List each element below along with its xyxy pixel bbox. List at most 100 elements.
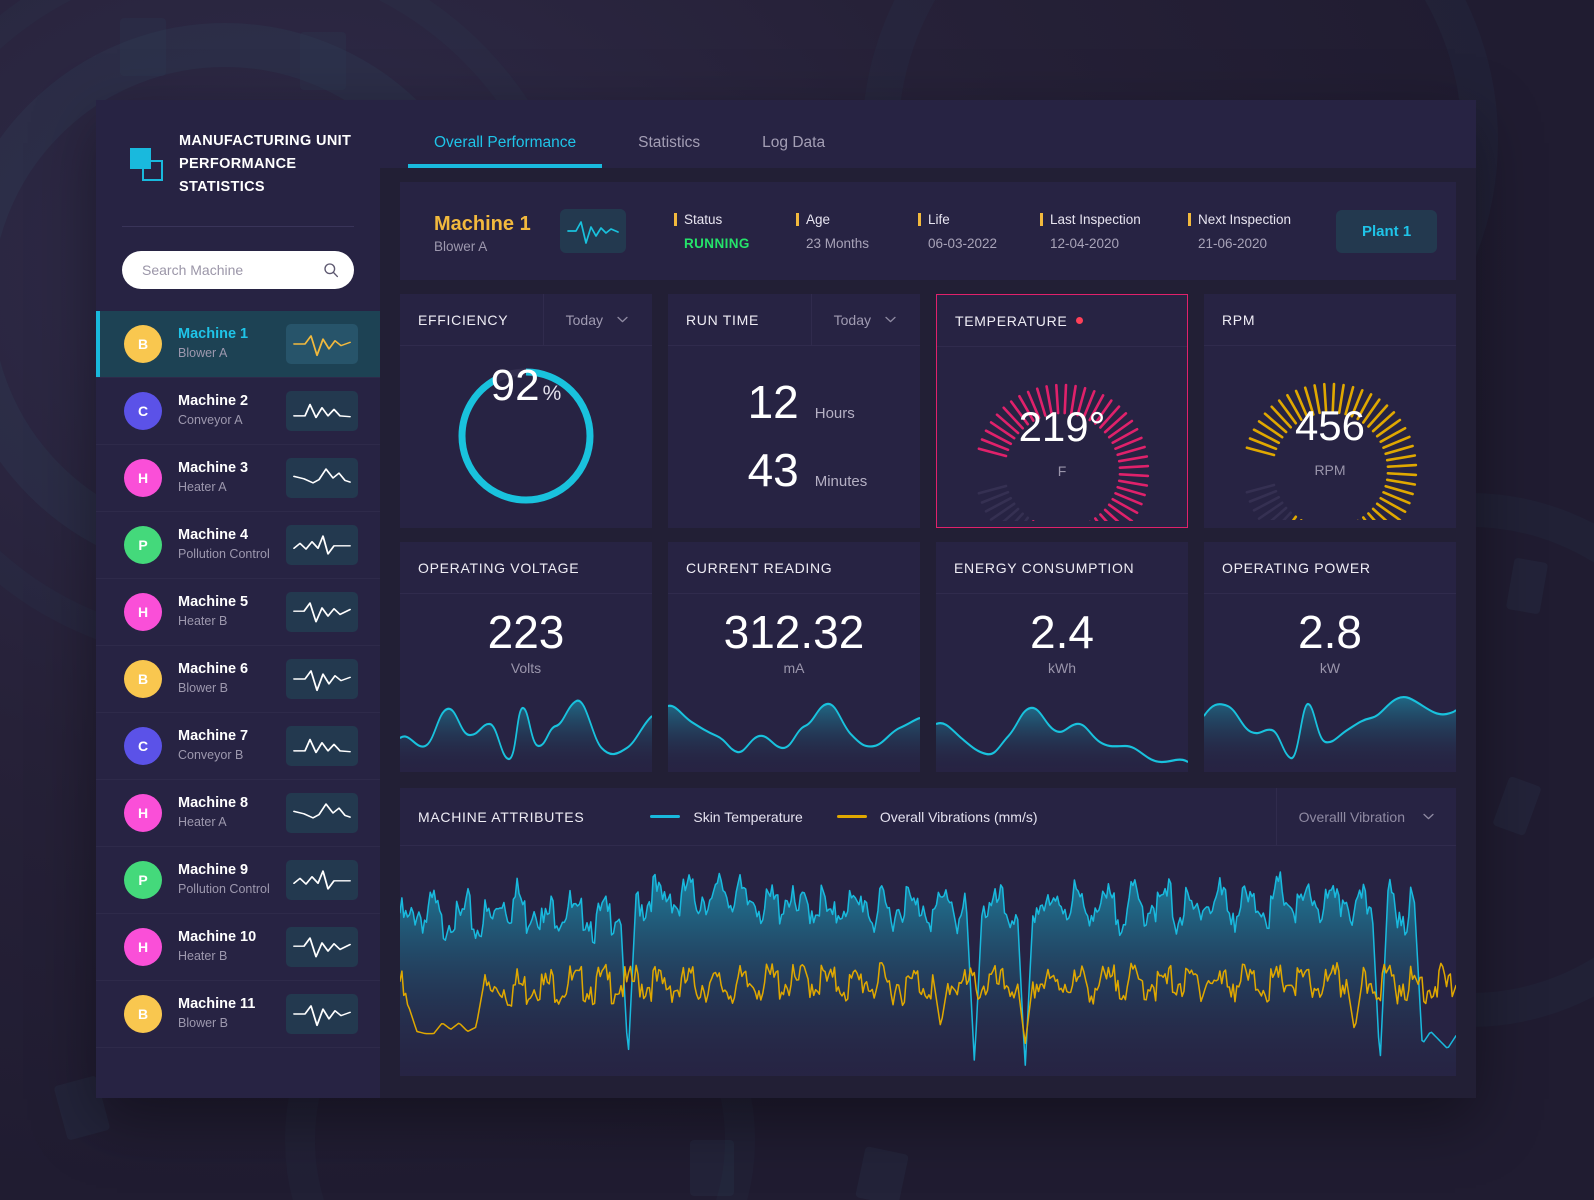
temperature-card-header: TEMPERATURE <box>937 295 1187 347</box>
machine-stat-label: Life <box>918 212 1040 227</box>
run-time-card-header: RUN TIME Today <box>668 294 920 346</box>
efficiency-card-header: EFFICIENCY Today <box>400 294 652 346</box>
machine-sparkline-icon <box>286 926 358 967</box>
operating-voltage-body: 223 Volts <box>400 594 652 772</box>
machine-header: Machine 1 Blower A Status RUNNING Age 23 Mo… <box>400 182 1456 280</box>
tab-overall-performance[interactable]: Overall Performance <box>408 134 603 168</box>
legend-swatch <box>836 815 867 818</box>
machine-attributes-plot <box>400 846 1456 1076</box>
legend-swatch <box>650 815 681 818</box>
rpm-card: RPM 456 RPM <box>1204 294 1456 558</box>
tab-statistics[interactable]: Statistics <box>638 134 701 151</box>
operating-voltage-card-title: OPERATING VOLTAGE <box>418 559 580 576</box>
rpm-value: 456 <box>1294 402 1366 449</box>
machine-stat-label: Last Inspection <box>1040 212 1188 227</box>
machine-sparkline-icon <box>286 859 358 900</box>
current-reading-card-title: CURRENT READING <box>686 559 833 576</box>
machine-list-item[interactable]: H Machine 3 Heater A <box>96 445 380 512</box>
search-box[interactable] <box>122 250 354 289</box>
efficiency-donut-gauge: 92 % <box>451 361 601 511</box>
run-time-period-dropdown[interactable]: Today <box>810 294 902 345</box>
efficiency-value-group: 92 % <box>451 361 601 511</box>
current-reading-card-header: CURRENT READING <box>668 542 920 594</box>
machine-list-item[interactable]: B Machine 6 Blower B <box>96 646 380 713</box>
efficiency-card: EFFICIENCY Today <box>400 294 652 528</box>
run-time-minutes-unit: Minutes <box>814 473 868 490</box>
machine-sparkline-icon <box>286 792 358 833</box>
machine-avatar-letter: C <box>137 402 149 419</box>
machine-avatar: C <box>124 726 162 765</box>
machine-sparkline-icon <box>286 323 358 364</box>
machine-stat-status: Status RUNNING <box>674 212 796 251</box>
operating-voltage-sparkline <box>400 676 652 772</box>
machine-type: Conveyor B <box>178 748 244 763</box>
search-input[interactable] <box>142 261 323 278</box>
rpm-card-header: RPM <box>1204 294 1456 346</box>
machine-info: Machine 10 Heater B <box>178 928 270 966</box>
machine-avatar: B <box>124 324 162 363</box>
run-time-hours: 12 <box>747 376 799 428</box>
machine-list-item[interactable]: C Machine 2 Conveyor A <box>96 378 380 445</box>
machine-stat-next-inspection: Next Inspection 21-06-2020 <box>1188 212 1336 251</box>
operating-power-sparkline <box>1204 676 1456 772</box>
machine-list-item[interactable]: B Machine 1 Blower A <box>96 310 380 378</box>
machine-name: Machine 4 <box>178 526 249 543</box>
search-icon[interactable] <box>323 262 339 278</box>
plant-badge[interactable]: Plant 1 <box>1336 209 1438 253</box>
efficiency-unit: % <box>542 382 562 405</box>
tab-log-data[interactable]: Log Data <box>762 134 826 151</box>
machine-stat-label: Age <box>796 212 918 227</box>
machine-list-item[interactable]: P Machine 4 Pollution Control <box>96 512 380 579</box>
machine-list-item[interactable]: C Machine 7 Conveyor B <box>96 713 380 780</box>
machine-name: Machine 3 <box>178 459 249 476</box>
sidebar-divider <box>122 225 354 227</box>
brand-header: MANUFACTURING UNIT PERFORMANCE STATISTIC… <box>96 100 380 226</box>
machine-type: Heater B <box>178 614 228 629</box>
operating-power-body: 2.8 kW <box>1204 594 1456 772</box>
operating-power-card-title: OPERATING POWER <box>1222 559 1371 576</box>
machine-attributes-card: MACHINE ATTRIBUTES Skin Temperature Overa… <box>400 788 1456 1076</box>
machine-list-item[interactable]: B Machine 11 Blower B <box>96 981 380 1048</box>
efficiency-period-value: Today <box>565 311 603 328</box>
app-window: MANUFACTURING UNIT PERFORMANCE STATISTIC… <box>96 100 1476 1098</box>
machine-info: Machine 11 Blower B <box>178 995 270 1033</box>
vibration-filter-dropdown[interactable]: Overalll Vibration <box>1275 788 1456 845</box>
temperature-card: TEMPERATURE 219° F <box>936 294 1188 559</box>
machine-list-item[interactable]: H Machine 5 Heater B <box>96 579 380 646</box>
machine-type: Conveyor A <box>178 413 243 428</box>
machine-info: Machine 7 Conveyor B <box>178 727 270 765</box>
machine-name: Machine 10 <box>178 928 257 945</box>
legend-label: Skin Temperature <box>693 808 803 825</box>
machine-info: Machine 1 Blower A <box>178 325 270 363</box>
energy-consumption-sparkline <box>936 676 1188 772</box>
squares-logo-icon <box>130 147 164 182</box>
machine-type: Heater B <box>178 949 228 964</box>
machine-sparkline-icon <box>286 993 358 1034</box>
legend-item: Overall Vibrations (mm/s) <box>836 809 1038 825</box>
temperature-value: 219° <box>1018 403 1106 450</box>
machine-list: B Machine 1 Blower A C Machine 2 Conveyor A H M… <box>96 310 380 1098</box>
machine-stat-label: Next Inspection <box>1188 212 1336 227</box>
machine-header-subtitle: Blower A <box>434 238 488 254</box>
machine-name: Machine 1 <box>178 325 249 342</box>
machine-stat-value: 21-06-2020 <box>1198 235 1268 251</box>
current-reading-sparkline <box>668 676 920 772</box>
temperature-gauge-body: 219° F <box>937 347 1187 559</box>
brand-title-line1: MANUFACTURING UNIT <box>179 133 352 149</box>
machine-avatar-letter: H <box>137 469 149 486</box>
operating-power-unit: kW <box>1319 659 1341 676</box>
efficiency-period-dropdown[interactable]: Today <box>542 294 634 345</box>
operating-power-card: OPERATING POWER 2.8 kW <box>1204 542 1456 772</box>
machine-list-item[interactable]: H Machine 10 Heater B <box>96 914 380 981</box>
legend-item: Skin Temperature <box>650 808 803 825</box>
run-time-minutes-row: 43 Minutes <box>721 443 868 497</box>
rpm-gauge-body: 456 RPM <box>1204 346 1456 558</box>
machine-list-item[interactable]: P Machine 9 Pollution Control <box>96 847 380 914</box>
temperature-card-title: TEMPERATURE <box>955 313 1084 329</box>
machine-stat-age: Age 23 Months <box>796 212 918 251</box>
chart-legend: Skin Temperature Overall Vibrations (mm/s… <box>650 809 1275 825</box>
machine-stat-last-inspection: Last Inspection 12-04-2020 <box>1040 212 1188 251</box>
machine-sparkline-icon <box>286 725 358 766</box>
machine-avatar-letter: H <box>137 603 149 620</box>
machine-list-item[interactable]: H Machine 8 Heater A <box>96 780 380 847</box>
